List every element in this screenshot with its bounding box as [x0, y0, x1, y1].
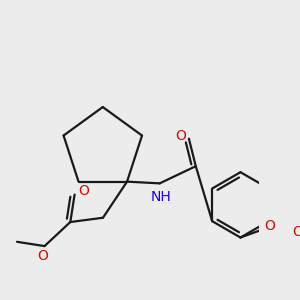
Text: O: O: [264, 219, 275, 233]
Text: O: O: [38, 249, 48, 263]
Text: O: O: [176, 129, 187, 143]
Text: O: O: [78, 184, 88, 198]
Text: O: O: [292, 225, 300, 239]
Text: NH: NH: [151, 190, 172, 204]
